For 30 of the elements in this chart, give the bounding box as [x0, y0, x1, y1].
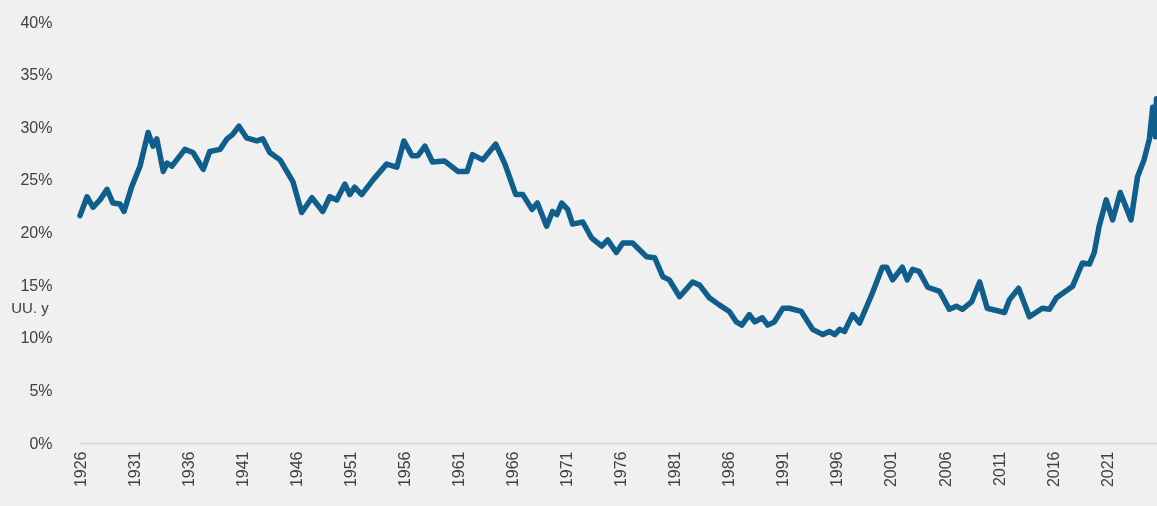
x-tick-label: 2006 — [936, 451, 954, 488]
x-tick-label: 1941 — [233, 451, 251, 488]
y-tick-label: 15% — [20, 276, 53, 294]
x-tick-label: 1981 — [666, 451, 684, 488]
x-tick-label: 2016 — [1044, 451, 1062, 488]
x-tick-label: 1931 — [125, 451, 143, 488]
x-tick-label: 1991 — [774, 451, 792, 488]
x-tick-label: 1976 — [612, 451, 630, 488]
x-tick-label: 1951 — [341, 451, 359, 488]
y-tick-label: 20% — [20, 224, 53, 241]
x-tick-label: 1926 — [71, 451, 89, 488]
x-tick-label: 1956 — [395, 451, 413, 488]
x-tick-label: 1936 — [179, 451, 197, 488]
text: UU. y — [11, 299, 50, 316]
x-tick-label: 1996 — [828, 451, 846, 488]
x-tick-label: 1986 — [720, 451, 738, 488]
y-tick-label: 10% — [20, 329, 53, 347]
x-tick-label: 1966 — [504, 451, 522, 488]
y-tick-label: 35% — [20, 66, 53, 84]
x-tick-label: 1971 — [558, 451, 576, 488]
x-tick-label: 1946 — [287, 451, 305, 488]
x-tick-label: 2011 — [990, 451, 1008, 486]
x-tick-label: 2001 — [882, 451, 900, 488]
y-tick-label: 30% — [20, 118, 53, 136]
y-tick-label: 0% — [29, 434, 53, 452]
y-tick-label: 25% — [20, 171, 53, 189]
x-tick-label: 1961 — [449, 451, 467, 488]
y-tick-label: 40% — [20, 13, 53, 31]
x-tick-label: 2021 — [1098, 451, 1116, 488]
y-tick-label: 5% — [29, 381, 53, 399]
